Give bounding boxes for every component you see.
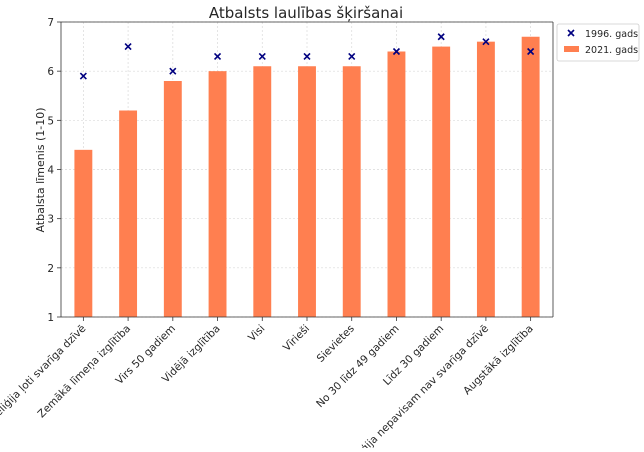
legend-x-mark bbox=[567, 29, 575, 37]
chart-title: Atbalsts laulības šķiršanai bbox=[209, 4, 403, 22]
point-1996 bbox=[482, 38, 490, 46]
y-tick-label: 7 bbox=[47, 17, 54, 29]
marker-stroke bbox=[482, 38, 490, 46]
y-tick-label: 4 bbox=[47, 165, 54, 177]
bar-2021 bbox=[74, 149, 93, 317]
bar-2021 bbox=[521, 36, 540, 317]
point-1996 bbox=[79, 72, 87, 80]
point-1996 bbox=[303, 52, 311, 60]
bar-2021 bbox=[476, 41, 495, 318]
bar-2021 bbox=[387, 51, 406, 317]
point-1996 bbox=[392, 47, 401, 56]
marker-stroke bbox=[169, 67, 177, 75]
bar-2021 bbox=[208, 71, 227, 318]
bar-2021 bbox=[119, 110, 138, 317]
x-tick-label: Visi bbox=[246, 323, 267, 344]
y-tick-label: 6 bbox=[47, 66, 54, 78]
point-1996 bbox=[124, 43, 132, 51]
marker-stroke bbox=[437, 33, 445, 41]
point-1996 bbox=[527, 47, 535, 56]
bar-2021 bbox=[432, 46, 451, 317]
bar-2021 bbox=[253, 66, 272, 317]
legend: 1996. gads 2021. gads bbox=[556, 23, 640, 62]
axes bbox=[57, 21, 554, 321]
marker-stroke bbox=[213, 52, 222, 60]
bar-2021 bbox=[298, 66, 316, 317]
marker-stroke bbox=[527, 47, 535, 56]
marker-stroke bbox=[79, 72, 87, 80]
x-tick-label: Zemākā līmeņa izglītība bbox=[35, 323, 133, 421]
bar-2021 bbox=[342, 66, 361, 317]
y-axis-label: Atbalsta līmenis (1-10) bbox=[34, 107, 47, 232]
point-1996 bbox=[437, 33, 445, 41]
marker-stroke bbox=[303, 52, 311, 60]
bar-2021 bbox=[163, 81, 182, 317]
bars bbox=[74, 36, 540, 318]
legend-swatch-2021 bbox=[564, 46, 579, 52]
point-1996 bbox=[213, 52, 222, 60]
marker-stroke bbox=[567, 29, 575, 37]
marker-stroke bbox=[124, 43, 132, 51]
y-tick-labels: 1 2 3 4 5 6 7 bbox=[47, 17, 54, 324]
x-tick-label: Vīrieši bbox=[281, 323, 312, 354]
x-tick-label: Sievietes bbox=[315, 323, 357, 365]
point-1996 bbox=[169, 67, 177, 75]
y-tick-label: 1 bbox=[47, 312, 54, 324]
marker-stroke bbox=[392, 47, 401, 56]
legend-label-1996: 1996. gads bbox=[585, 29, 638, 40]
markers bbox=[79, 33, 535, 80]
y-tick-label: 2 bbox=[47, 263, 54, 275]
point-1996 bbox=[258, 52, 266, 60]
point-1996 bbox=[348, 52, 356, 60]
marker-stroke bbox=[348, 52, 356, 60]
legend-marker-1996 bbox=[567, 29, 575, 37]
x-tick-label: No 30 līdz 49 gadiem bbox=[314, 323, 401, 410]
marker-stroke bbox=[258, 52, 266, 60]
y-tick-label: 3 bbox=[47, 214, 54, 226]
y-tick-label: 5 bbox=[47, 115, 54, 127]
legend-label-2021: 2021. gads bbox=[585, 45, 638, 56]
